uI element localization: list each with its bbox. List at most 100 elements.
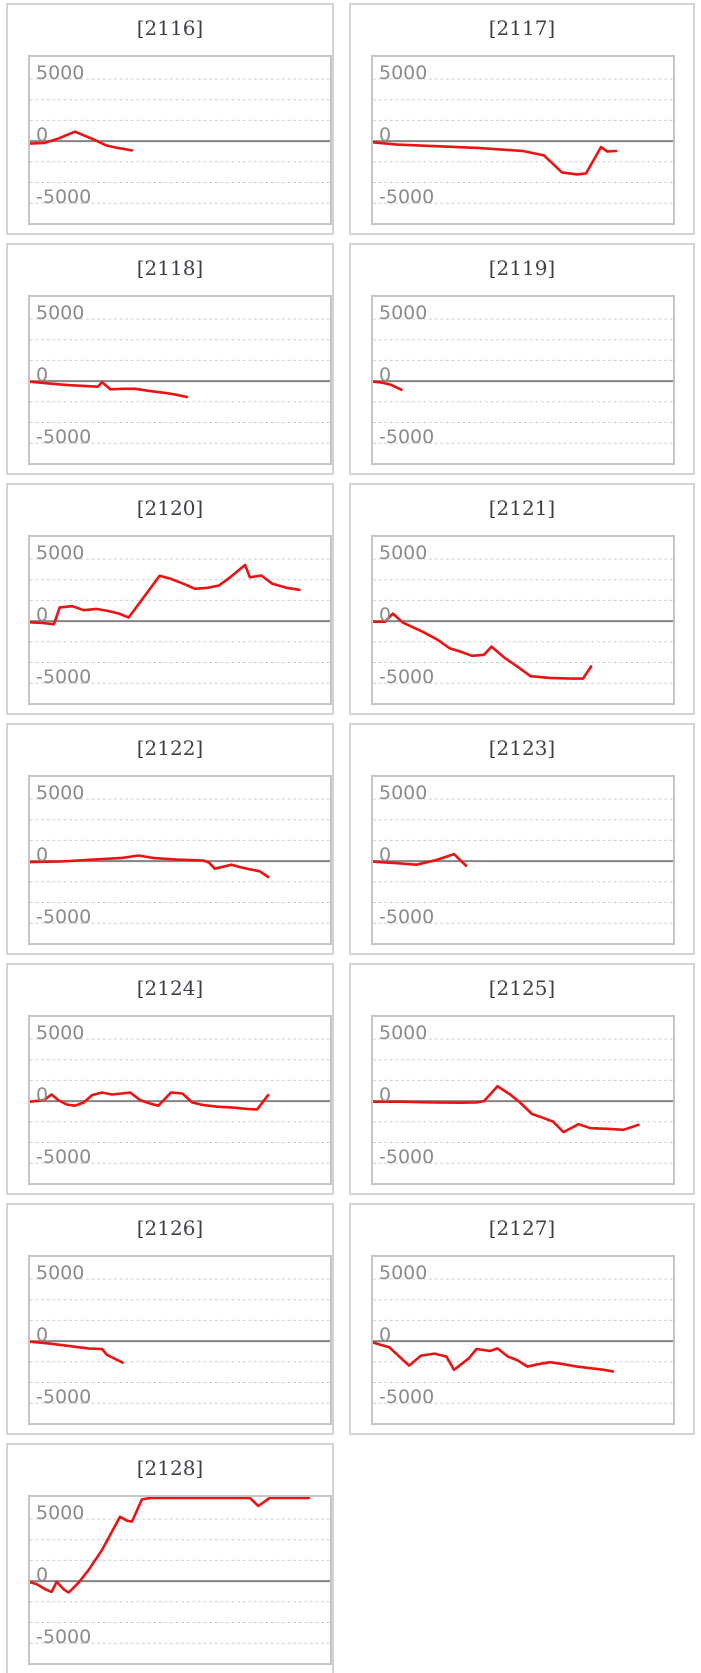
y-axis-label-neg5000: -5000 [379, 1146, 435, 1168]
machine-number-title: [2123] [488, 736, 556, 760]
payout-line-chart [30, 1497, 330, 1644]
payout-line-series [373, 380, 403, 392]
payout-line-series [30, 1091, 270, 1111]
machine-chart-panel: [2126] 5000 0 -5000 [6, 1203, 334, 1435]
payout-line-series [30, 380, 189, 399]
machine-number-title: [2119] [488, 256, 556, 280]
machine-number-title: [2117] [488, 16, 556, 40]
y-axis-label-5000: 5000 [36, 302, 85, 324]
y-axis-label-0: 0 [36, 364, 49, 386]
y-axis-label-5000: 5000 [379, 782, 428, 804]
payout-line-series [30, 1340, 124, 1364]
payout-line-chart [30, 318, 330, 444]
y-axis-label-0: 0 [379, 844, 392, 866]
machine-chart-panel: [2123] 5000 0 -5000 [349, 723, 695, 955]
y-axis-label-5000: 5000 [379, 1022, 428, 1044]
machine-number-title: [2118] [136, 256, 204, 280]
machine-chart-panel: [2117] 5000 0 -5000 [349, 3, 695, 235]
chart-plot-area: 5000 0 -5000 [371, 535, 675, 705]
chart-plot-area: 5000 0 -5000 [28, 295, 332, 465]
machine-number-title: [2116] [136, 16, 204, 40]
y-axis-label-neg5000: -5000 [379, 186, 435, 208]
y-axis-label-0: 0 [379, 604, 392, 626]
payout-line-series [373, 141, 618, 176]
y-axis-label-5000: 5000 [36, 1262, 85, 1284]
y-axis-label-neg5000: -5000 [36, 666, 92, 688]
y-axis-label-0: 0 [379, 124, 392, 146]
y-axis-label-5000: 5000 [379, 1262, 428, 1284]
payout-line-chart [373, 318, 673, 444]
chart-plot-area: 5000 0 -5000 [28, 1255, 332, 1425]
y-axis-label-neg5000: -5000 [379, 426, 435, 448]
payout-line-series [373, 852, 468, 867]
payout-line-chart [30, 1278, 330, 1404]
payout-line-chart [373, 798, 673, 924]
y-axis-label-5000: 5000 [379, 62, 428, 84]
y-axis-label-0: 0 [36, 1324, 49, 1346]
machine-chart-panel: [2124] 5000 0 -5000 [6, 963, 334, 1195]
machine-chart-panel: [2116] 5000 0 -5000 [6, 3, 334, 235]
payout-line-chart [30, 1038, 330, 1164]
y-axis-label-0: 0 [36, 604, 49, 626]
payout-line-series [373, 1341, 615, 1373]
chart-plot-area: 5000 0 -5000 [371, 55, 675, 225]
machine-number-title: [2128] [136, 1456, 204, 1480]
payout-line-chart [373, 1038, 673, 1164]
machine-chart-panel: [2122] 5000 0 -5000 [6, 723, 334, 955]
machine-chart-panel: [2120] 5000 0 -5000 [6, 483, 334, 715]
payout-line-series [373, 612, 593, 680]
y-axis-label-0: 0 [36, 844, 49, 866]
y-axis-label-5000: 5000 [36, 62, 85, 84]
y-axis-label-neg5000: -5000 [36, 1146, 92, 1168]
machine-chart-panel: [2119] 5000 0 -5000 [349, 243, 695, 475]
y-axis-label-neg5000: -5000 [36, 186, 92, 208]
machine-number-title: [2121] [488, 496, 556, 520]
machine-chart-panel: [2121] 5000 0 -5000 [349, 483, 695, 715]
y-axis-label-0: 0 [379, 1084, 392, 1106]
payout-line-chart [30, 558, 330, 684]
y-axis-label-5000: 5000 [379, 542, 428, 564]
machine-number-title: [2120] [136, 496, 204, 520]
y-axis-label-0: 0 [36, 124, 49, 146]
y-axis-label-0: 0 [379, 364, 392, 386]
y-axis-label-neg5000: -5000 [379, 666, 435, 688]
payout-line-series [30, 854, 270, 879]
payout-line-chart [30, 78, 330, 204]
y-axis-label-0: 0 [379, 1324, 392, 1346]
machine-number-title: [2126] [136, 1216, 204, 1240]
machine-chart-panel: [2128] 5000 0 -5000 [6, 1443, 334, 1673]
payout-line-series [373, 1084, 640, 1134]
chart-plot-area: 5000 0 -5000 [28, 1015, 332, 1185]
y-axis-label-neg5000: -5000 [379, 1386, 435, 1408]
payout-line-chart [373, 1278, 673, 1404]
machine-number-title: [2122] [136, 736, 204, 760]
payout-line-series [30, 1497, 311, 1594]
machine-chart-panel: [2118] 5000 0 -5000 [6, 243, 334, 475]
chart-plot-area: 5000 0 -5000 [28, 775, 332, 945]
chart-plot-area: 5000 0 -5000 [28, 1495, 332, 1665]
y-axis-label-neg5000: -5000 [36, 906, 92, 928]
machine-number-title: [2125] [488, 976, 556, 1000]
chart-plot-area: 5000 0 -5000 [371, 1015, 675, 1185]
chart-plot-area: 5000 0 -5000 [28, 535, 332, 705]
payout-line-series [30, 563, 301, 626]
y-axis-label-neg5000: -5000 [379, 906, 435, 928]
machine-number-title: [2124] [136, 976, 204, 1000]
y-axis-label-5000: 5000 [36, 1502, 85, 1524]
payout-line-chart [30, 798, 330, 924]
y-axis-label-neg5000: -5000 [36, 1626, 92, 1648]
charts-grid: [2116] 5000 0 -5000 [2117] 5000 0 -5000 … [6, 3, 695, 1673]
y-axis-label-5000: 5000 [36, 782, 85, 804]
machine-chart-panel: [2127] 5000 0 -5000 [349, 1203, 695, 1435]
y-axis-label-5000: 5000 [36, 1022, 85, 1044]
machine-number-title: [2127] [488, 1216, 556, 1240]
chart-plot-area: 5000 0 -5000 [371, 295, 675, 465]
y-axis-label-neg5000: -5000 [36, 426, 92, 448]
payout-line-series [30, 130, 134, 152]
y-axis-label-5000: 5000 [379, 302, 428, 324]
y-axis-label-0: 0 [36, 1084, 49, 1106]
y-axis-label-5000: 5000 [36, 542, 85, 564]
y-axis-label-neg5000: -5000 [36, 1386, 92, 1408]
y-axis-label-0: 0 [36, 1564, 49, 1586]
